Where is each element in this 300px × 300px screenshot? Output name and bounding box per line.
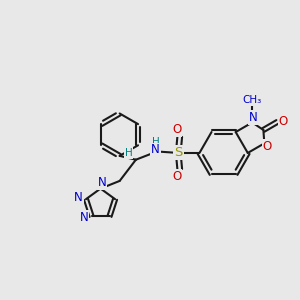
Text: N: N <box>74 191 83 204</box>
Text: N: N <box>98 176 106 189</box>
Text: S: S <box>174 146 182 159</box>
Text: H: H <box>124 148 132 158</box>
Text: O: O <box>262 140 272 153</box>
Text: O: O <box>172 170 182 183</box>
Text: O: O <box>172 123 182 136</box>
Text: O: O <box>279 116 288 128</box>
Text: CH₃: CH₃ <box>243 95 262 105</box>
Text: N: N <box>151 143 160 157</box>
Text: N: N <box>80 211 88 224</box>
Text: H: H <box>152 137 160 147</box>
Text: N: N <box>249 111 258 124</box>
